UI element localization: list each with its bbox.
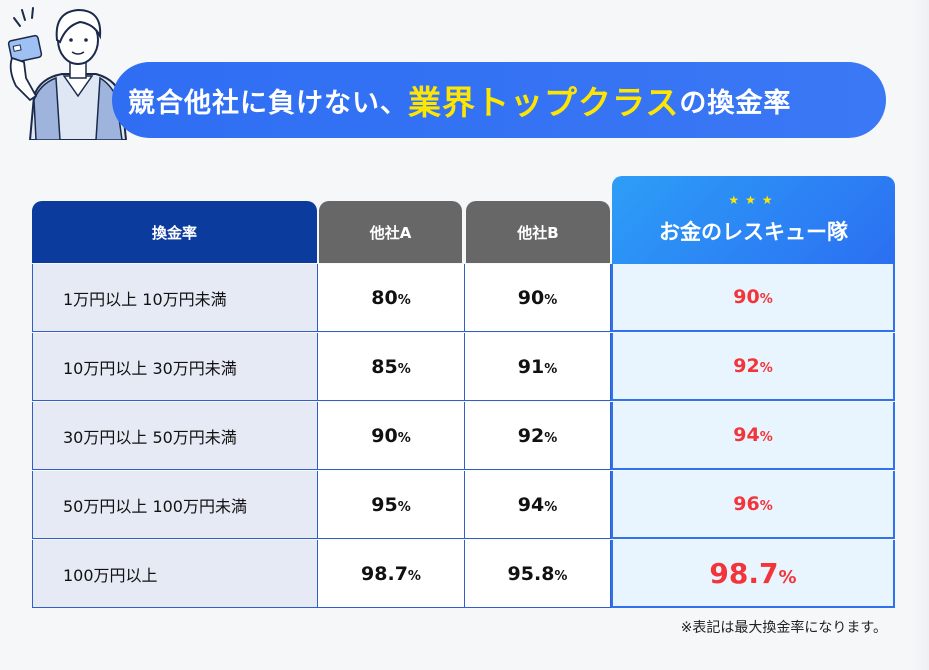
header-our-company-label: お金のレスキュー隊 (659, 220, 848, 244)
company-b-rate-value: 91 (517, 355, 545, 378)
table-row: 1万円以上 10万円未満 80% 90% 90% (32, 264, 895, 332)
our-rate-value: 98.7 (709, 556, 779, 590)
company-b-rate-value: 90 (517, 286, 545, 309)
percent-sign: % (759, 292, 773, 307)
percent-sign: % (778, 566, 797, 588)
header-rate: 換金率 (32, 201, 317, 263)
header-our-company: ★★★ お金のレスキュー隊 (612, 176, 895, 264)
row-range-label: 30万円以上 50万円未満 (32, 402, 318, 470)
company-a-rate-cell: 90% (318, 402, 465, 470)
company-b-rate-cell: 90% (465, 264, 611, 332)
our-rate-cell: 96% (611, 471, 895, 539)
percent-sign: % (544, 499, 558, 515)
table-row: 50万円以上 100万円未満 95% 94% 96% (32, 471, 895, 539)
percent-sign: % (397, 499, 411, 515)
percent-sign: % (759, 430, 773, 445)
percent-sign: % (397, 430, 411, 446)
table-row: 10万円以上 30万円未満 85% 91% 92% (32, 333, 895, 401)
company-b-rate-value: 92 (517, 424, 545, 447)
row-range-label: 1万円以上 10万円未満 (32, 264, 318, 332)
company-a-rate-cell: 98.7% (318, 540, 465, 608)
page-title: 競合他社に負けない、 業界トップクラス の換金率 (128, 62, 791, 138)
our-rate-cell: 90% (611, 264, 895, 332)
percent-sign: % (544, 361, 558, 377)
row-range-label: 10万円以上 30万円未満 (32, 333, 318, 401)
table-row: 100万円以上 98.7% 95.8% 98.7% (32, 540, 895, 608)
company-a-rate-value: 80 (371, 286, 398, 309)
percent-sign: % (397, 361, 411, 377)
company-a-rate-value: 90 (371, 424, 398, 447)
person-holding-card-illustration (7, 7, 128, 140)
header-company-a: 他社A (319, 201, 462, 263)
row-range-label: 50万円以上 100万円未満 (32, 471, 318, 539)
table-row: 30万円以上 50万円未満 90% 92% 94% (32, 402, 895, 470)
company-a-rate-cell: 95% (318, 471, 465, 539)
company-b-rate-cell: 94% (465, 471, 611, 539)
company-b-rate-value: 95.8 (507, 562, 555, 585)
footnote: ※表記は最大換金率になります。 (680, 620, 887, 636)
title-banner (112, 62, 886, 138)
star-icons: ★★★ (728, 193, 779, 207)
title-highlight: 業界トップクラス (408, 83, 680, 122)
percent-sign: % (397, 292, 411, 308)
percent-sign: % (759, 361, 773, 376)
percent-sign: % (554, 568, 568, 584)
our-rate-value: 96 (733, 493, 760, 515)
company-b-rate-cell: 95.8% (465, 540, 611, 608)
percent-sign: % (407, 568, 421, 584)
page-edge-shade (911, 0, 929, 670)
company-b-rate-cell: 91% (465, 333, 611, 401)
our-rate-cell: 94% (611, 402, 895, 470)
our-rate-value: 92 (733, 355, 760, 377)
our-rate-value: 94 (733, 424, 760, 446)
company-a-rate-value: 85 (371, 355, 398, 378)
percent-sign: % (544, 430, 558, 446)
company-b-rate-value: 94 (517, 493, 545, 516)
company-a-rate-cell: 80% (318, 264, 465, 332)
our-rate-cell: 98.7% (611, 540, 895, 608)
row-range-label: 100万円以上 (32, 540, 318, 608)
our-rate-cell: 92% (611, 333, 895, 401)
percent-sign: % (544, 292, 558, 308)
title-text-before: 競合他社に負けない、 (128, 87, 408, 119)
percent-sign: % (759, 499, 773, 514)
company-a-rate-cell: 85% (318, 333, 465, 401)
header-company-b: 他社B (466, 201, 610, 263)
company-b-rate-cell: 92% (465, 402, 611, 470)
company-a-rate-value: 95 (371, 493, 398, 516)
title-text-after: の換金率 (679, 87, 792, 119)
company-a-rate-value: 98.7 (361, 562, 408, 585)
our-rate-value: 90 (733, 286, 760, 308)
